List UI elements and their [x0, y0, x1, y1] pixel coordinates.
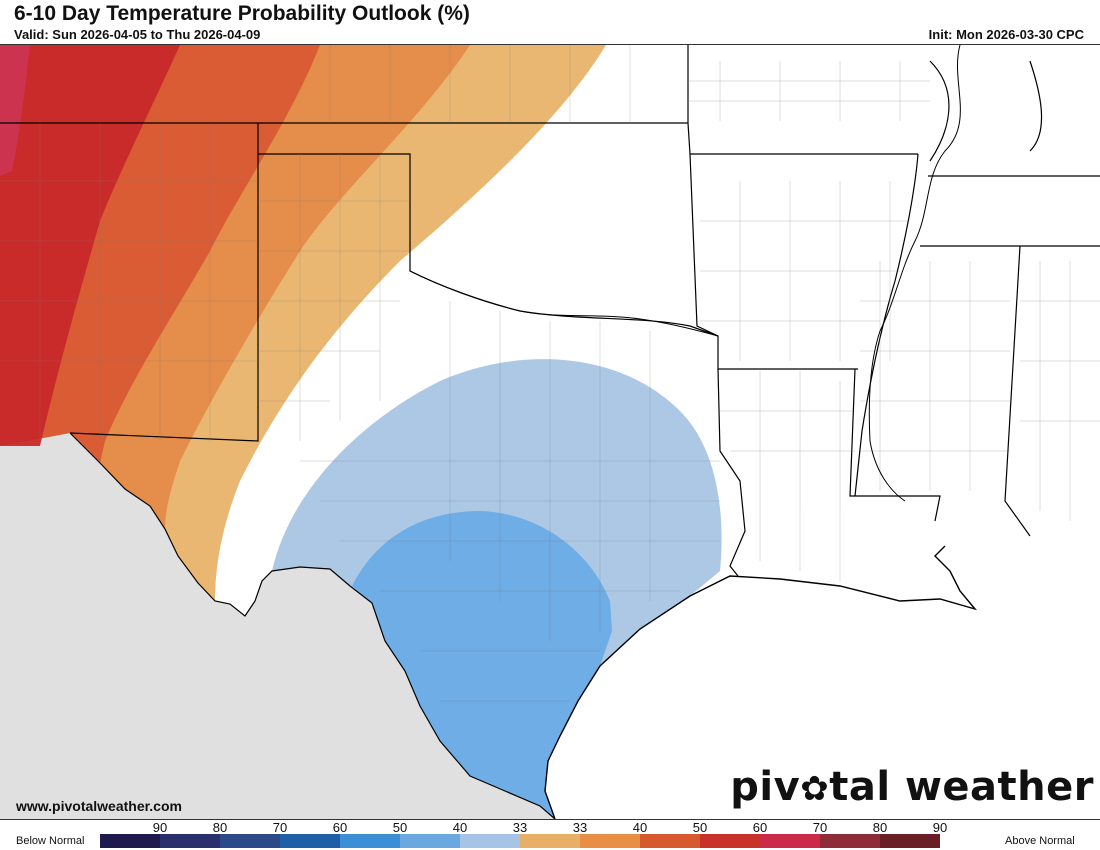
legend-swatch	[340, 834, 400, 848]
probability-legend: Below Normal Above Normal 90 80 70 60 50 40 33…	[0, 818, 1100, 850]
legend-tick-label: 70	[272, 820, 288, 835]
legend-swatch	[580, 834, 640, 848]
brand-text-left: piv	[730, 764, 801, 810]
above-normal-70-band	[0, 45, 180, 446]
legend-tick-label: 50	[692, 820, 708, 835]
legend-tick-label: 40	[452, 820, 468, 835]
valid-period: Valid: Sun 2026-04-05 to Thu 2026-04-09	[14, 27, 261, 42]
brand-text-right: tal weather	[829, 764, 1094, 810]
red-river	[409, 270, 719, 337]
mexico-no-data-region	[0, 433, 555, 819]
legend-tick-label: 60	[752, 820, 768, 835]
legend-swatch	[520, 834, 580, 848]
legend-tick-label: 90	[152, 820, 168, 835]
gear-icon: ✿	[800, 769, 830, 809]
page-title: 6-10 Day Temperature Probability Outlook…	[14, 2, 470, 25]
legend-tick-label: 90	[932, 820, 948, 835]
legend-swatch	[280, 834, 340, 848]
legend-swatch	[160, 834, 220, 848]
legend-swatch	[640, 834, 700, 848]
legend-swatch	[460, 834, 520, 848]
legend-swatch	[400, 834, 460, 848]
legend-tick-label: 80	[212, 820, 228, 835]
legend-swatch	[100, 834, 160, 848]
map-panel[interactable]	[0, 44, 1100, 820]
init-time: Init: Mon 2026-03-30 CPC	[928, 27, 1084, 42]
legend-tick-label: 70	[812, 820, 828, 835]
legend-swatch	[760, 834, 820, 848]
legend-tick-label: 33	[572, 820, 588, 835]
legend-tick-label: 80	[872, 820, 888, 835]
legend-tick-label: 50	[392, 820, 408, 835]
legend-swatch	[820, 834, 880, 848]
legend-tick-label: 40	[632, 820, 648, 835]
below-normal-label: Below Normal	[16, 835, 85, 847]
gulf-of-mexico	[545, 521, 1100, 819]
legend-tick-label: 60	[332, 820, 348, 835]
legend-swatch	[220, 834, 280, 848]
above-normal-label: Above Normal	[1005, 835, 1075, 847]
outlook-map[interactable]	[0, 45, 1100, 819]
rio-grande-border	[69, 432, 556, 819]
site-url[interactable]: www.pivotalweather.com	[16, 798, 182, 814]
legend-swatch	[880, 834, 940, 848]
legend-swatch	[700, 834, 760, 848]
gulf-coastline	[544, 545, 977, 819]
below-normal-40-region	[352, 511, 612, 819]
brand-logo: piv✿tal weather	[730, 764, 1094, 810]
county-lines	[0, 45, 1100, 702]
legend-tick-label: 33	[512, 820, 528, 835]
above-normal-80-patch	[0, 45, 30, 176]
mississippi-river	[868, 45, 961, 502]
